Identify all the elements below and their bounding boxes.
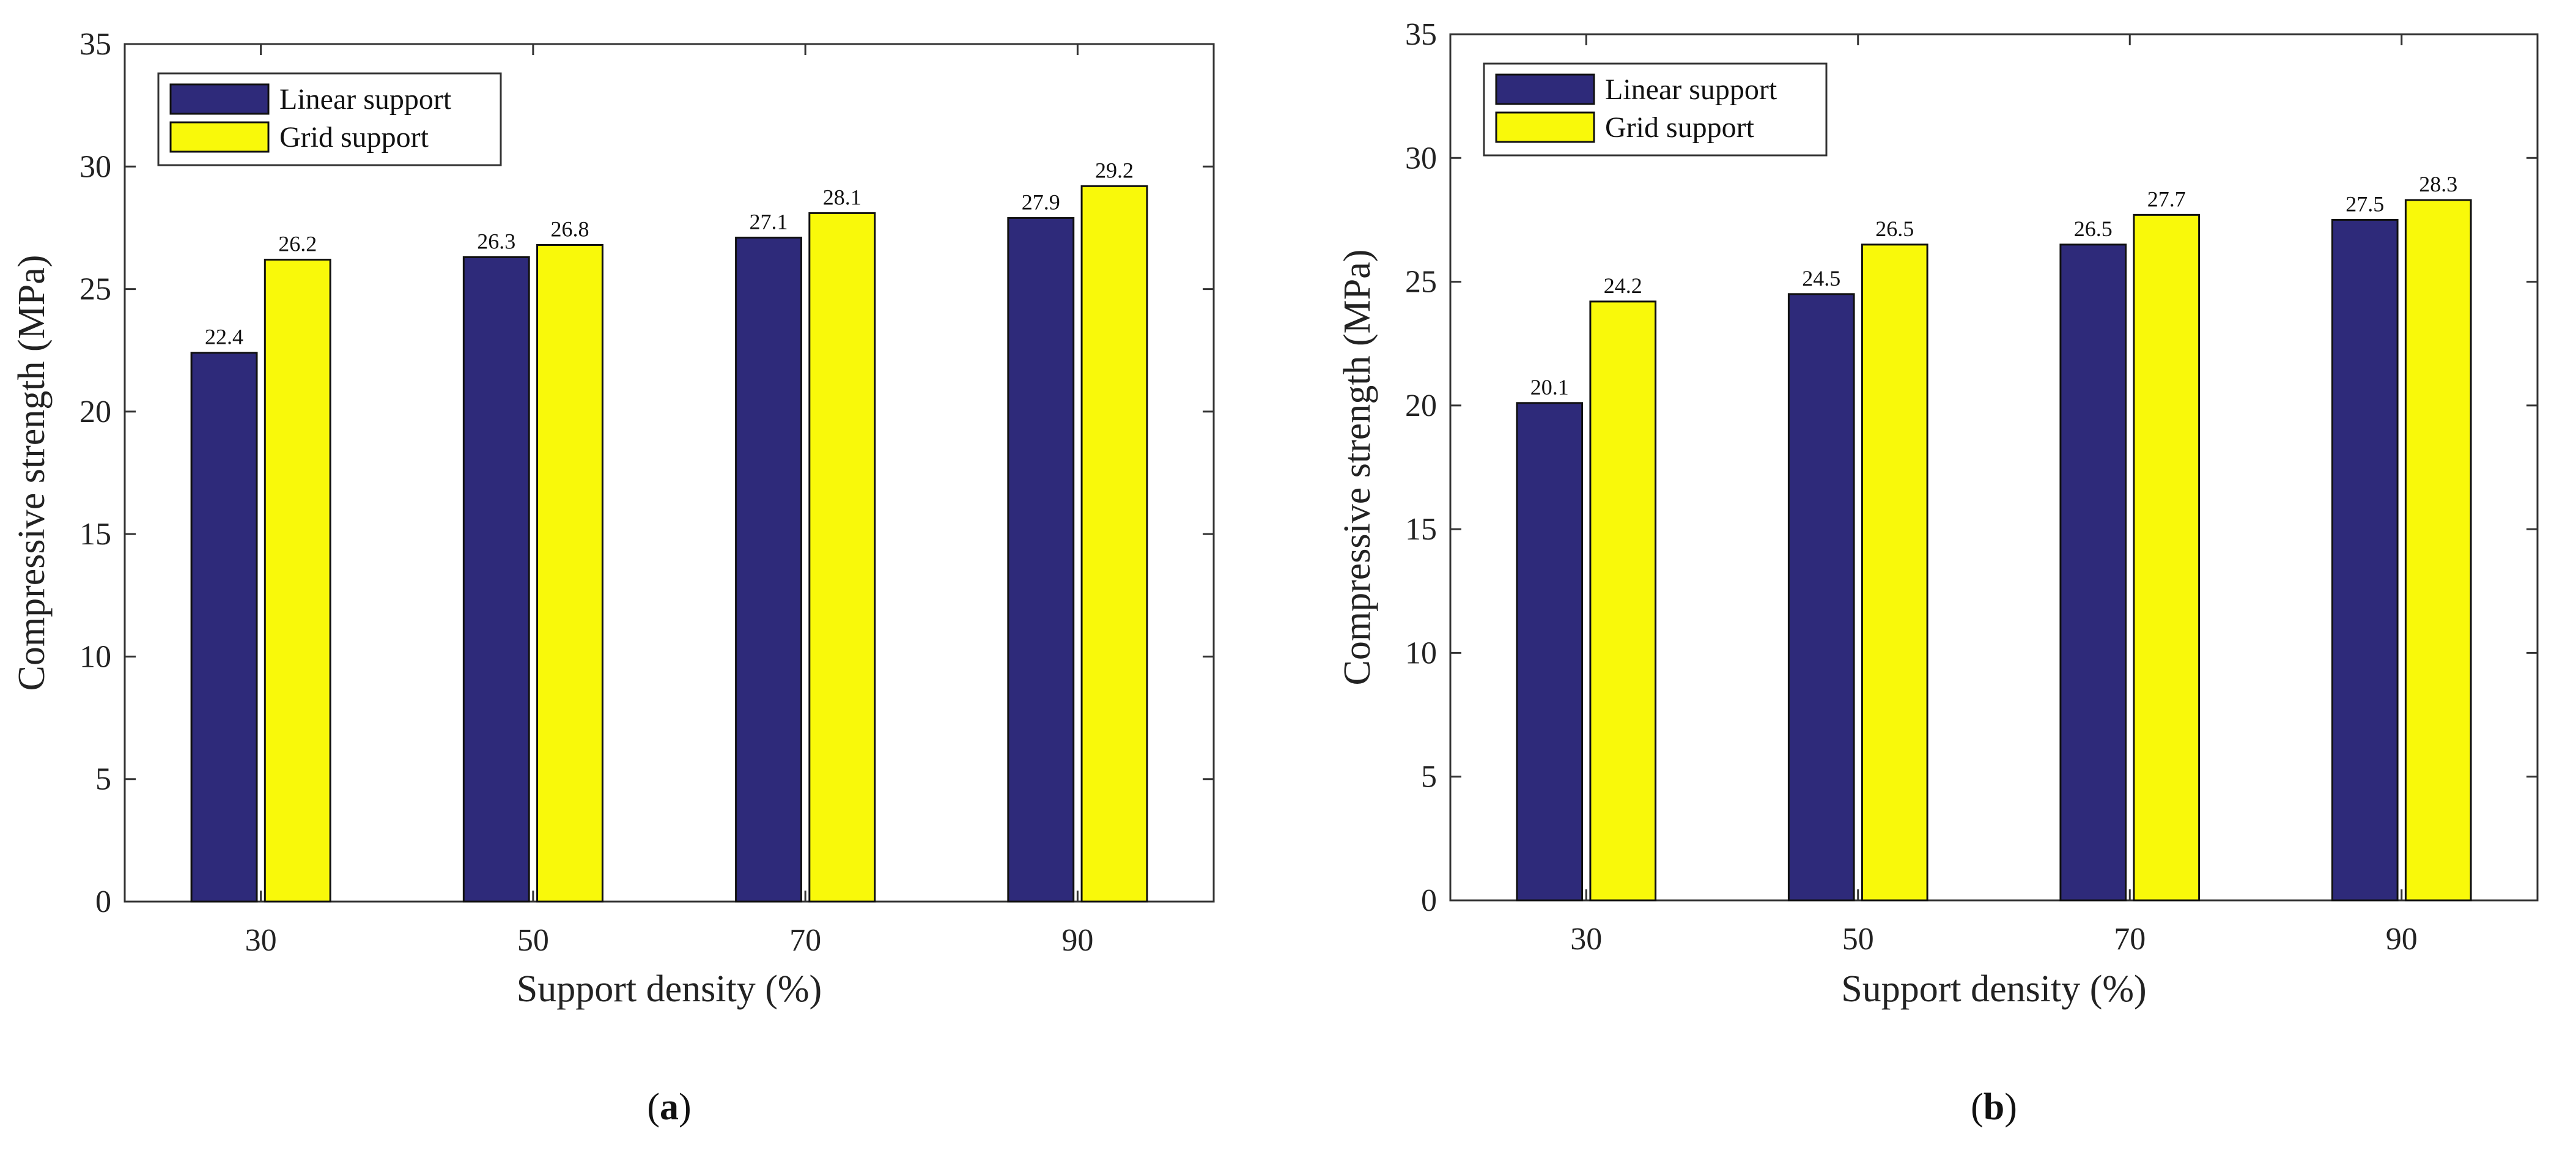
- chart-panel-a: 0 5 10 15 20 25 30 35 30 22.4 26.2 50 26.3 26.8 70 27.1…: [11, 27, 1215, 1128]
- bar-linear-support: [735, 236, 802, 903]
- bar-grid-support: [264, 259, 331, 903]
- panel-label-open-paren: (: [1971, 1086, 1984, 1128]
- data-label: 24.5: [1802, 266, 1840, 291]
- bar-linear-support: [1787, 293, 1855, 902]
- bar-grid-support: [2133, 213, 2201, 902]
- data-label: 26.5: [2074, 217, 2113, 241]
- bar-grid-support: [2404, 199, 2472, 902]
- data-label: 28.1: [823, 185, 862, 209]
- x-tick-label: 50: [1842, 922, 1874, 957]
- legend-label: Grid support: [279, 121, 429, 154]
- x-tick-label: 30: [245, 923, 277, 958]
- y-tick-label: 5: [1421, 760, 1437, 795]
- plot-frame: [1449, 33, 2539, 902]
- bar-linear-support: [190, 352, 258, 903]
- legend-label: Linear support: [279, 83, 452, 116]
- data-label: 27.7: [2147, 187, 2186, 211]
- panel-label-letter: b: [1984, 1086, 2004, 1128]
- bar-linear-support: [2059, 243, 2127, 902]
- panel-label: (a): [647, 1086, 691, 1128]
- x-tick-label: 90: [1061, 923, 1093, 958]
- x-tick-label: 90: [2386, 922, 2418, 957]
- data-label: 27.9: [1022, 190, 1060, 214]
- y-tick-label: 0: [95, 884, 111, 919]
- y-tick-label: 10: [79, 639, 111, 674]
- panel-label-close-paren: ): [2004, 1086, 2017, 1128]
- data-label: 26.2: [278, 232, 317, 256]
- data-label: 26.8: [550, 217, 589, 241]
- bar-grid-support: [808, 212, 876, 903]
- bar-linear-support: [462, 256, 530, 903]
- y-tick-label: 15: [1405, 512, 1437, 547]
- y-tick-label: 20: [79, 395, 111, 429]
- y-tick-label: 35: [79, 27, 111, 62]
- bar-grid-support: [1080, 185, 1148, 903]
- data-label: 26.5: [1875, 217, 1914, 241]
- x-tick-label: 30: [1570, 922, 1602, 957]
- legend-label: Linear support: [1605, 73, 1777, 106]
- y-tick-label: 25: [1405, 265, 1437, 300]
- bar-linear-support: [1007, 217, 1075, 903]
- legend-swatch-grid: [169, 121, 270, 153]
- data-label: 20.1: [1530, 375, 1569, 399]
- y-axis-title: Compressive strength (MPa): [1337, 250, 1378, 686]
- bar-linear-support: [1516, 402, 1584, 902]
- data-label: 22.4: [205, 325, 243, 349]
- y-tick-label: 5: [95, 762, 111, 797]
- y-tick-label: 30: [79, 149, 111, 184]
- bar-linear-support: [2331, 218, 2399, 902]
- panel-label-open-paren: (: [647, 1086, 660, 1128]
- data-label: 27.1: [750, 209, 788, 234]
- legend: Linear support Grid support: [157, 72, 502, 166]
- bar-grid-support: [1861, 243, 1928, 902]
- panel-label-letter: a: [660, 1086, 679, 1128]
- data-label: 26.3: [477, 229, 515, 253]
- y-axis-title: Compressive strength (MPa): [11, 255, 53, 691]
- x-tick-label: 50: [517, 923, 549, 958]
- panel-label: (b): [1971, 1086, 2017, 1128]
- legend-swatch-linear: [169, 83, 270, 115]
- y-tick-label: 25: [79, 272, 111, 307]
- bar-grid-support: [1589, 300, 1657, 902]
- legend: Linear support Grid support: [1483, 62, 1828, 157]
- plot-frame: [124, 43, 1215, 903]
- y-tick-label: 10: [1405, 636, 1437, 670]
- data-label: 29.2: [1095, 158, 1134, 182]
- legend-swatch-linear: [1495, 73, 1595, 105]
- x-axis-title: Support density (%): [517, 968, 822, 1010]
- x-axis-title: Support density (%): [1841, 968, 2146, 1010]
- data-label: 27.5: [2345, 191, 2384, 216]
- legend-swatch-grid: [1495, 111, 1595, 143]
- y-tick-label: 0: [1421, 883, 1437, 918]
- y-tick-label: 30: [1405, 141, 1437, 176]
- y-tick-label: 35: [1405, 17, 1437, 52]
- y-tick-label: 20: [1405, 388, 1437, 423]
- chart-panel-b: 0 5 10 15 20 25 30 35 30 20.1 24.2 50 24.5 26.5 70 26.5…: [1337, 17, 2539, 1128]
- y-tick-label: 15: [79, 517, 111, 552]
- legend-label: Grid support: [1605, 111, 1755, 144]
- data-label: 28.3: [2419, 172, 2457, 196]
- bar-grid-support: [536, 243, 603, 903]
- x-tick-label: 70: [789, 923, 821, 958]
- data-label: 24.2: [1604, 273, 1642, 298]
- x-tick-label: 70: [2114, 922, 2146, 957]
- panel-label-close-paren: ): [679, 1086, 692, 1128]
